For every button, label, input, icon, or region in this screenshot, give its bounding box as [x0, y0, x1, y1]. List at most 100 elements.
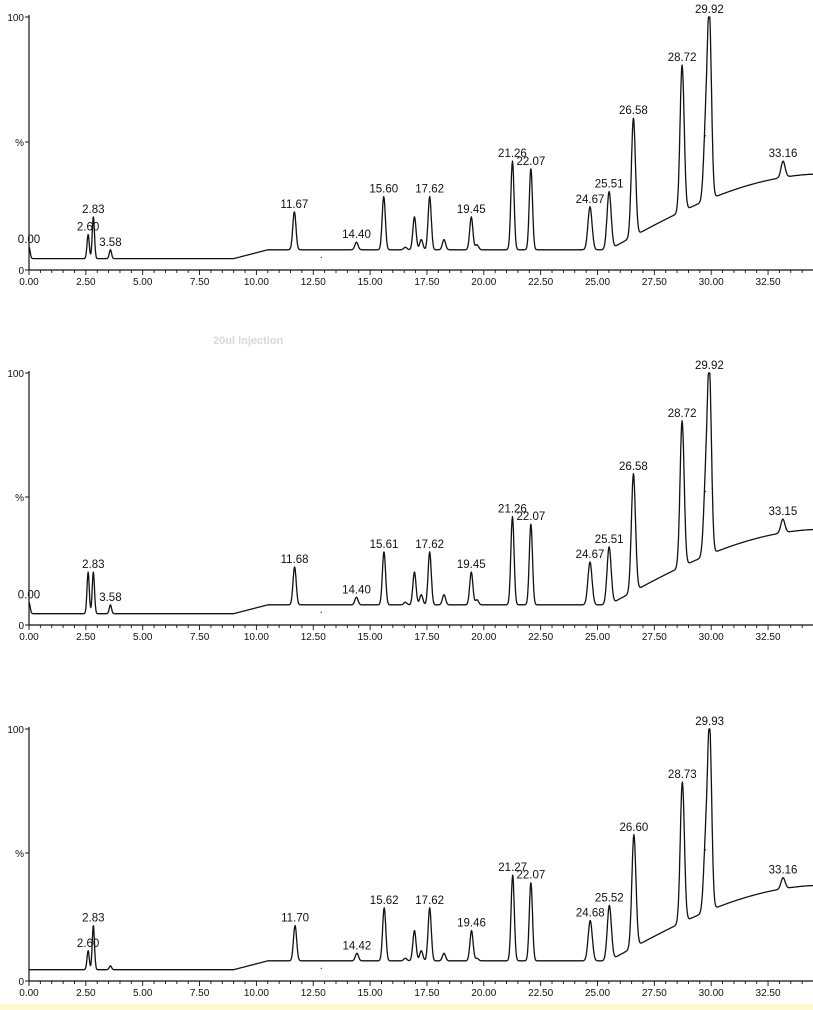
x-tick-label: 2.50	[76, 632, 96, 643]
peak-apex	[320, 611, 322, 614]
y-tick-label: 100	[7, 369, 24, 380]
peak-apex	[782, 518, 784, 520]
peak-label: 19.45	[457, 559, 486, 571]
peak-label: 33.16	[769, 865, 798, 877]
peak-label: 15.61	[370, 539, 399, 551]
x-tick-label: 2.50	[76, 988, 96, 999]
peak-apex	[420, 239, 422, 241]
x-tick-label: 27.50	[642, 277, 667, 288]
peak-apex	[608, 546, 610, 548]
peak-label: 24.67	[576, 194, 605, 206]
peak-apex	[512, 874, 514, 876]
peak-apex	[443, 239, 445, 241]
peak-label: 11.67	[280, 199, 308, 211]
x-tick-label: 5.00	[133, 632, 153, 643]
x-tick-label: 30.00	[699, 277, 724, 288]
x-tick-label: 5.00	[133, 988, 153, 999]
x-tick-label: 25.00	[585, 277, 610, 288]
x-tick-label: 32.50	[756, 988, 781, 999]
x-tick-label: 7.50	[190, 988, 210, 999]
peak-apex	[443, 952, 445, 954]
peak-label: 21.26	[498, 148, 527, 160]
peak-label: 29.92	[695, 4, 724, 16]
x-tick-label: 17.50	[414, 277, 439, 288]
x-tick-label: 30.00	[699, 988, 724, 999]
peak-apex	[632, 473, 635, 475]
x-tick-label: 15.00	[358, 988, 383, 999]
x-tick-label: 5.00	[133, 277, 153, 288]
peak-apex	[632, 117, 635, 119]
y-tick-label: 100	[7, 725, 24, 736]
peak-label: 11.70	[281, 913, 309, 925]
peak-label: 33.16	[769, 148, 798, 160]
x-tick-label: 27.50	[642, 632, 667, 643]
x-tick-label: 20.00	[471, 277, 496, 288]
peak-apex	[681, 64, 683, 66]
peak-apex	[476, 957, 478, 959]
peak-label: 22.07	[516, 870, 545, 882]
x-tick-label: 22.50	[528, 988, 553, 999]
peak-apex	[470, 571, 472, 573]
peak-label: 17.62	[415, 895, 444, 907]
peak-apex	[294, 924, 296, 927]
peak-label: 19.45	[457, 204, 486, 216]
peak-label: 0.00	[18, 234, 40, 246]
peak-label: 3.58	[99, 592, 121, 604]
y-tick-label: 0	[18, 621, 24, 632]
x-tick-label: 12.50	[301, 988, 326, 999]
chromatogram-trace	[28, 372, 813, 615]
x-tick-label: 10.00	[244, 277, 269, 288]
peak-label: 28.73	[668, 769, 697, 781]
peak-label: 2.83	[82, 913, 104, 925]
peak-label: 14.40	[342, 584, 371, 596]
peak-apex	[404, 246, 406, 248]
chromatogram-trace	[28, 728, 813, 971]
x-tick-label: 12.50	[301, 277, 326, 288]
peak-apex	[429, 196, 431, 198]
peak-apex	[511, 516, 514, 518]
peak-apex	[681, 781, 683, 783]
y-tick-label: 0	[18, 977, 24, 988]
x-tick-label: 32.50	[756, 632, 781, 643]
x-tick-label: 25.00	[585, 988, 610, 999]
peak-apex	[476, 599, 478, 601]
peak-apex	[511, 160, 514, 162]
peak-apex	[608, 190, 610, 193]
peak-apex	[413, 216, 416, 218]
x-tick-label: 30.00	[699, 632, 724, 643]
peak-label: 29.92	[695, 360, 724, 372]
peak-apex	[294, 566, 296, 568]
peak-label: 2.83	[82, 204, 104, 216]
x-tick-label: 0.00	[19, 632, 39, 643]
peak-apex	[589, 919, 591, 922]
injection-faint-label: 20ul Injection	[213, 335, 284, 347]
peak-label: 28.72	[668, 52, 697, 64]
x-tick-label: 0.00	[19, 988, 39, 999]
x-tick-label: 20.00	[471, 632, 496, 643]
peak-label: 3.58	[99, 237, 121, 249]
peak-apex	[633, 834, 635, 836]
peak-apex	[443, 594, 445, 596]
peak-apex	[530, 523, 532, 525]
peak-apex	[589, 206, 591, 208]
peak-label: 2.83	[82, 559, 104, 571]
peak-label: 26.58	[619, 105, 648, 117]
peak-apex	[92, 216, 94, 218]
peak-apex	[92, 571, 94, 573]
peak-apex	[28, 601, 30, 603]
peak-apex	[87, 571, 89, 573]
peak-label: 11.68	[281, 554, 309, 566]
y-tick-label: %	[15, 138, 24, 149]
peak-apex	[530, 882, 532, 884]
chromatogram-panel-2: 100%00.00 2.50 5.00 7.50 10.00 12.50 15.00 17.5…	[7, 360, 813, 643]
peak-label: 17.62	[415, 539, 444, 551]
x-tick-label: 22.50	[528, 277, 553, 288]
peak-apex	[383, 551, 385, 553]
x-tick-label: 25.00	[585, 632, 610, 643]
x-tick-label: 12.50	[301, 632, 326, 643]
chromatogram-panel-1: 100%00.00 2.50 5.00 7.50 10.00 12.50 15.00 17.5…	[7, 4, 813, 288]
peak-label: 25.51	[595, 534, 624, 546]
peak-label: 21.26	[498, 504, 527, 516]
y-tick-label: %	[15, 493, 24, 504]
